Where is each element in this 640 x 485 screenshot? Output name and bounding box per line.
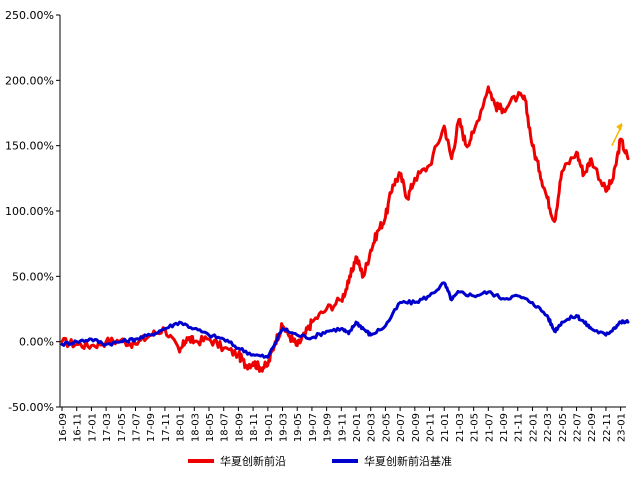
- x-axis-tick-label: 18-09: [234, 413, 245, 442]
- y-axis-tick-label: 250.00%: [5, 9, 54, 22]
- y-axis-tick-label: 100.00%: [5, 205, 54, 218]
- x-axis-tick-label: 20-11: [426, 413, 437, 442]
- x-axis-tick-label: 18-01: [176, 413, 187, 442]
- legend-swatch-series-2: [332, 459, 358, 463]
- x-axis-tick-label: 16-11: [73, 413, 84, 442]
- x-axis-tick-label: 22-01: [528, 413, 539, 442]
- x-axis-tick-label: 22-03: [543, 413, 554, 442]
- trend-arrow-head: [616, 122, 623, 131]
- x-axis-tick-label: 17-07: [132, 413, 143, 442]
- x-axis-tick-label: 20-07: [396, 413, 407, 442]
- series-line-1: [60, 85, 630, 373]
- y-axis-tick-label: 50.00%: [12, 270, 54, 283]
- x-axis-tick-label: 21-01: [440, 413, 451, 442]
- x-axis-tick-label: 17-03: [102, 413, 113, 442]
- x-axis-tick-label: 21-03: [455, 413, 466, 442]
- x-axis-tick-label: 20-01: [352, 413, 363, 442]
- x-axis-tick-label: 17-05: [117, 413, 128, 442]
- x-axis-tick-label: 23-01: [617, 413, 628, 442]
- x-axis-tick-label: 20-09: [411, 413, 422, 442]
- y-axis-tick-label: 200.00%: [5, 74, 54, 87]
- y-axis-tick-label: -50.00%: [8, 401, 54, 414]
- legend-label-series-2: 华夏创新前沿基准: [364, 455, 452, 468]
- x-axis-tick-label: 17-01: [87, 413, 98, 442]
- legend-swatch-series-1: [188, 459, 214, 463]
- annotation-layer: [611, 122, 623, 146]
- y-axis-tick-label: 150.00%: [5, 140, 54, 153]
- series-layer: [60, 85, 630, 373]
- axes: [56, 14, 626, 411]
- x-axis-tick-label: 18-07: [220, 413, 231, 442]
- x-axis-tick-label: 16-09: [58, 413, 69, 442]
- x-axis-tick-label: 21-11: [514, 413, 525, 442]
- legend-item-series-2: 华夏创新前沿基准: [332, 453, 452, 469]
- y-axis-tick-labels: -50.00% 0.00% 50.00% 100.00% 150.00% 200.00% 2…: [5, 9, 54, 414]
- legend-item-series-1: 华夏创新前沿: [188, 453, 286, 469]
- x-axis-tick-label: 19-03: [279, 413, 290, 442]
- x-axis-tick-label: 18-11: [249, 413, 260, 442]
- x-axis-tick-label: 20-03: [367, 413, 378, 442]
- x-axis-tick-labels: 16-09 16-11 17-01 17-03 17-05 17-07 17-09 17-11…: [58, 413, 628, 442]
- x-axis-tick-label: 21-09: [499, 413, 510, 442]
- x-axis-tick-label: 19-05: [293, 413, 304, 442]
- legend-label-series-1: 华夏创新前沿: [220, 455, 286, 468]
- x-axis-tick-label: 19-07: [308, 413, 319, 442]
- x-axis-tick-label: 18-05: [205, 413, 216, 442]
- y-axis-tick-label: 0.00%: [19, 336, 54, 349]
- x-axis-tick-label: 22-09: [587, 413, 598, 442]
- series-line-2: [60, 281, 630, 359]
- x-axis-tick-label: 19-11: [337, 413, 348, 442]
- x-axis-tick-label: 22-11: [602, 413, 613, 442]
- x-axis-tick-label: 22-05: [558, 413, 569, 442]
- x-axis-tick-label: 19-01: [264, 413, 275, 442]
- x-axis-tick-label: 17-09: [146, 413, 157, 442]
- x-axis-tick-label: 20-05: [381, 413, 392, 442]
- x-axis-tick-label: 21-07: [484, 413, 495, 442]
- x-axis-tick-label: 22-07: [573, 413, 584, 442]
- x-axis-tick-label: 17-11: [161, 413, 172, 442]
- x-axis-tick-label: 19-09: [323, 413, 334, 442]
- x-axis-tick-label: 18-03: [190, 413, 201, 442]
- legend: 华夏创新前沿 华夏创新前沿基准: [0, 452, 640, 470]
- x-axis-tick-label: 21-05: [470, 413, 481, 442]
